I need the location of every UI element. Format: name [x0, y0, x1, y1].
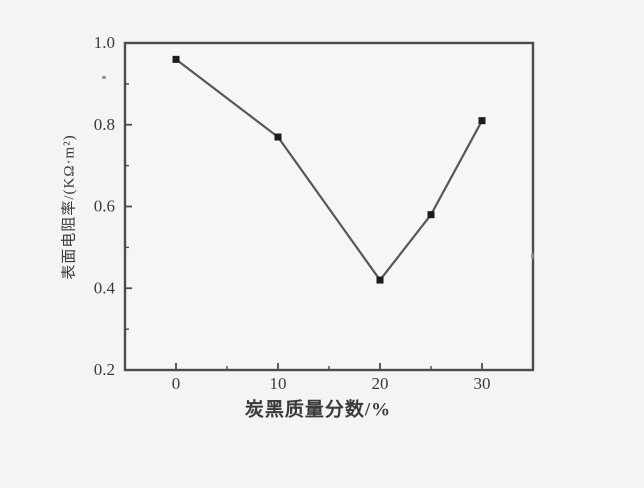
y-tick-label: 0.8 — [94, 115, 115, 134]
x-axis-title: 炭黑质量分数/% — [244, 399, 392, 421]
x-tick-label: 30 — [474, 374, 491, 393]
x-tick-label: 10 — [270, 374, 287, 393]
y-tick-label: 0.4 — [94, 278, 116, 297]
data-point — [172, 55, 180, 63]
plot-border — [123, 41, 535, 372]
data-point — [478, 117, 486, 125]
data-point — [376, 276, 384, 284]
y-tick-label: 1.0 — [94, 33, 115, 52]
scan-artifact — [531, 253, 534, 259]
y-tick-label: 0.6 — [94, 197, 115, 216]
x-tick-label: 0 — [172, 374, 181, 393]
scan-artifact — [102, 76, 106, 79]
x-tick-label: 20 — [372, 374, 389, 393]
data-point — [274, 133, 282, 141]
data-point — [427, 211, 435, 219]
y-axis-title: 表面电阻率/(KΩ·m²) — [61, 134, 78, 280]
y-tick-label: 0.2 — [94, 360, 115, 379]
